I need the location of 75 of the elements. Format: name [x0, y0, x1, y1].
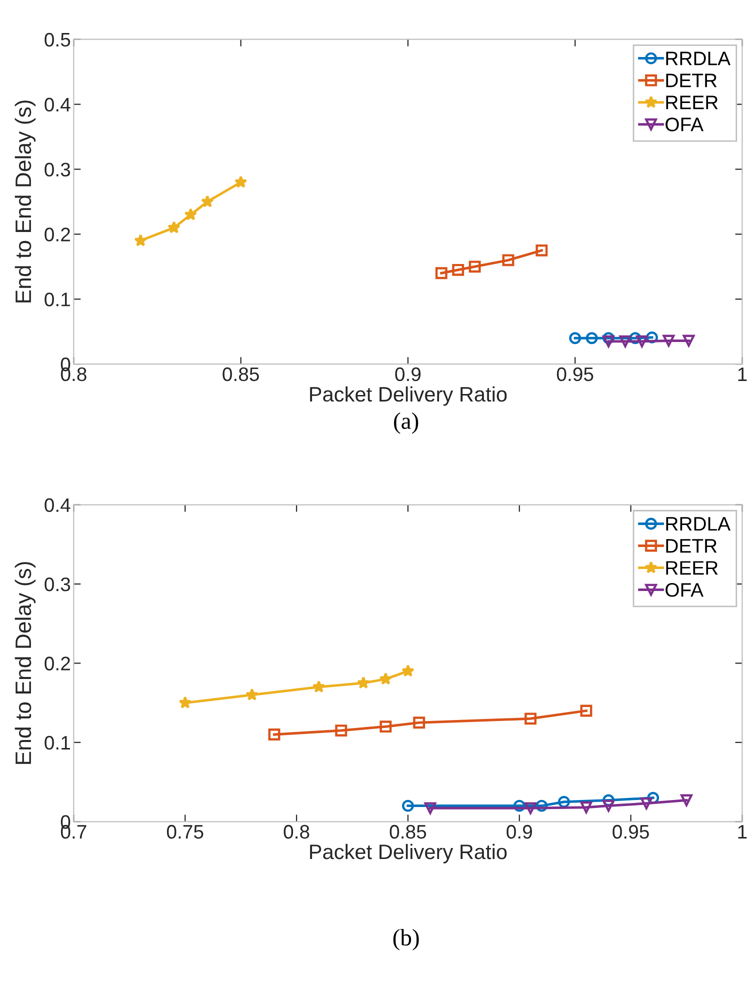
point — [424, 802, 436, 814]
text: (a) — [394, 412, 418, 434]
point — [513, 800, 526, 812]
point — [134, 234, 147, 246]
point — [646, 331, 658, 344]
point — [178, 696, 192, 708]
point — [580, 704, 592, 717]
x-tick-label: 0.85 — [390, 824, 426, 839]
point — [380, 720, 392, 733]
point — [536, 244, 548, 256]
point — [268, 728, 280, 740]
legend-label: RRDLA — [666, 517, 731, 531]
point — [602, 800, 614, 812]
point — [680, 794, 692, 806]
x-tick-label: 0.8 — [284, 824, 310, 839]
point — [435, 267, 448, 280]
text: (b) — [393, 929, 419, 950]
point — [357, 676, 370, 689]
x-tick-label: 1 — [738, 368, 747, 381]
point — [413, 716, 426, 729]
x-tick-label: 1 — [738, 825, 747, 839]
x-tick-label: 0.9 — [395, 367, 421, 382]
point — [636, 335, 648, 348]
point — [502, 254, 514, 266]
point — [580, 801, 592, 814]
x-tick-label: 0.75 — [166, 824, 204, 839]
point — [602, 794, 614, 806]
point — [234, 176, 248, 188]
x-axis-title: Packet Delivery Ratio — [310, 844, 507, 864]
legend-label: OFA — [666, 583, 704, 597]
point — [312, 680, 326, 693]
y-axis-title: End to End Delay (s) — [14, 562, 36, 764]
point — [452, 264, 464, 276]
point — [402, 800, 414, 812]
point — [536, 800, 548, 812]
point — [524, 712, 536, 725]
point — [682, 334, 695, 347]
y-tick-label: 0.3 — [44, 577, 70, 592]
point — [402, 664, 414, 677]
y-axis-title: End to End Delay (s) — [14, 100, 36, 302]
point — [569, 332, 582, 344]
x-axis-title: Packet Delivery Ratio — [310, 386, 507, 406]
point — [558, 796, 570, 808]
point — [619, 335, 632, 348]
point — [640, 797, 652, 810]
point — [379, 672, 392, 685]
y-tick-label: 0.3 — [44, 162, 70, 176]
point — [629, 332, 642, 344]
point — [586, 332, 598, 344]
x-tick-label: 0.85 — [222, 367, 259, 382]
y-tick-label: 0.4 — [44, 498, 70, 512]
point — [662, 334, 675, 347]
x-tick-label: 0.95 — [612, 824, 649, 839]
point — [168, 221, 180, 234]
legend-label: REER — [666, 96, 718, 110]
y-tick-label: 0.1 — [44, 292, 70, 306]
y-tick-label: 0.5 — [44, 32, 70, 47]
legend-label: RRDLA — [666, 52, 731, 66]
y-tick-label: 0.2 — [44, 228, 70, 242]
point — [246, 688, 258, 701]
y-tick-label: 0.1 — [44, 736, 70, 750]
legend-label: REER — [666, 561, 718, 575]
point — [468, 260, 481, 273]
legend-label: OFA — [666, 118, 704, 132]
point — [184, 208, 198, 220]
y-tick-label: 0.4 — [44, 98, 70, 112]
point — [602, 335, 614, 348]
legend-label: DETR — [666, 74, 717, 88]
x-tick-label: 0.9 — [506, 824, 532, 839]
legend-label: DETR — [666, 539, 717, 553]
point — [335, 724, 348, 737]
x-tick-label: 0.95 — [556, 367, 594, 382]
y-tick-label: 0.2 — [44, 656, 70, 670]
point — [524, 802, 536, 814]
point — [201, 195, 214, 208]
